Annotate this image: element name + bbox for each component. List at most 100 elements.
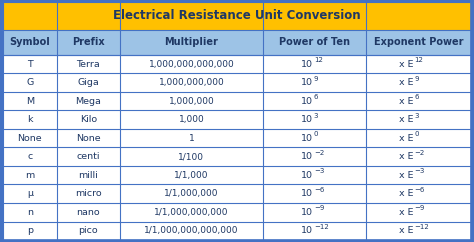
Text: −3: −3: [314, 168, 324, 174]
Bar: [120, 110, 263, 129]
Bar: [263, 147, 366, 166]
Text: nano: nano: [76, 208, 100, 217]
Bar: [366, 110, 471, 129]
Text: Power of Ten: Power of Ten: [279, 38, 350, 47]
Bar: [263, 30, 366, 55]
Text: 10: 10: [301, 226, 313, 235]
Bar: [3, 92, 57, 110]
Text: None: None: [18, 134, 42, 143]
Text: 10: 10: [301, 97, 313, 106]
Bar: [366, 73, 471, 92]
Text: 9: 9: [314, 76, 319, 82]
Text: 0: 0: [414, 131, 419, 137]
Bar: [3, 30, 57, 55]
Bar: [366, 129, 471, 147]
Bar: [366, 203, 471, 221]
Text: x E: x E: [399, 115, 414, 124]
Text: None: None: [76, 134, 100, 143]
Bar: [57, 55, 120, 73]
Text: Mega: Mega: [75, 97, 101, 106]
Bar: [3, 129, 57, 147]
Text: milli: milli: [78, 171, 98, 180]
Text: 1,000,000: 1,000,000: [168, 97, 214, 106]
Text: Symbol: Symbol: [9, 38, 50, 47]
Text: 10: 10: [301, 115, 313, 124]
Text: x E: x E: [399, 78, 414, 87]
Text: Kilo: Kilo: [80, 115, 97, 124]
Text: μ: μ: [27, 189, 33, 198]
Bar: [366, 184, 471, 203]
Bar: [120, 30, 263, 55]
Text: x E: x E: [399, 60, 414, 68]
Text: 1,000: 1,000: [179, 115, 204, 124]
Bar: [366, 30, 471, 55]
Bar: [120, 221, 263, 240]
Bar: [366, 221, 471, 240]
Text: −12: −12: [414, 224, 429, 230]
Bar: [366, 166, 471, 184]
Text: m: m: [25, 171, 35, 180]
Bar: [120, 129, 263, 147]
Bar: [366, 147, 471, 166]
Text: −9: −9: [414, 205, 425, 211]
Text: Terra: Terra: [76, 60, 100, 68]
Text: p: p: [27, 226, 33, 235]
Text: 1/1,000: 1/1,000: [174, 171, 209, 180]
Text: 6: 6: [314, 94, 319, 100]
Bar: [57, 129, 120, 147]
Bar: [57, 166, 120, 184]
Text: T: T: [27, 60, 33, 68]
Bar: [263, 73, 366, 92]
Text: 9: 9: [414, 76, 419, 82]
Bar: [120, 147, 263, 166]
Text: 3: 3: [314, 113, 319, 119]
Text: 10: 10: [301, 60, 313, 68]
Bar: [263, 184, 366, 203]
Bar: [57, 203, 120, 221]
Text: 10: 10: [301, 152, 313, 161]
Text: x E: x E: [399, 171, 414, 180]
Text: x E: x E: [399, 134, 414, 143]
Bar: [120, 203, 263, 221]
Bar: [3, 203, 57, 221]
Text: k: k: [27, 115, 33, 124]
Bar: [57, 110, 120, 129]
Text: x E: x E: [399, 208, 414, 217]
Text: Prefix: Prefix: [72, 38, 105, 47]
Bar: [57, 30, 120, 55]
Bar: [263, 221, 366, 240]
Text: 1,000,000,000,000: 1,000,000,000,000: [148, 60, 234, 68]
Text: 1: 1: [189, 134, 194, 143]
Text: 1/100: 1/100: [178, 152, 204, 161]
Text: 1/1,000,000,000,000: 1/1,000,000,000,000: [144, 226, 238, 235]
Bar: [263, 92, 366, 110]
Bar: [57, 147, 120, 166]
Bar: [3, 221, 57, 240]
Bar: [263, 55, 366, 73]
Bar: [57, 184, 120, 203]
Text: −2: −2: [314, 150, 324, 156]
Text: x E: x E: [399, 97, 414, 106]
Text: n: n: [27, 208, 33, 217]
Bar: [3, 2, 471, 30]
Text: −3: −3: [414, 168, 425, 174]
Bar: [57, 92, 120, 110]
Text: 1/1,000,000: 1/1,000,000: [164, 189, 219, 198]
Bar: [366, 92, 471, 110]
Text: G: G: [26, 78, 33, 87]
Bar: [3, 110, 57, 129]
Text: −6: −6: [314, 187, 324, 193]
Bar: [263, 129, 366, 147]
Text: 6: 6: [414, 94, 419, 100]
Text: −6: −6: [414, 187, 425, 193]
Text: 1/1,000,000,000: 1/1,000,000,000: [154, 208, 228, 217]
Bar: [3, 73, 57, 92]
Bar: [366, 55, 471, 73]
Text: x E: x E: [399, 189, 414, 198]
Text: 10: 10: [301, 134, 313, 143]
Bar: [263, 166, 366, 184]
Text: Giga: Giga: [77, 78, 99, 87]
Bar: [57, 221, 120, 240]
Text: −2: −2: [414, 150, 424, 156]
Bar: [120, 184, 263, 203]
